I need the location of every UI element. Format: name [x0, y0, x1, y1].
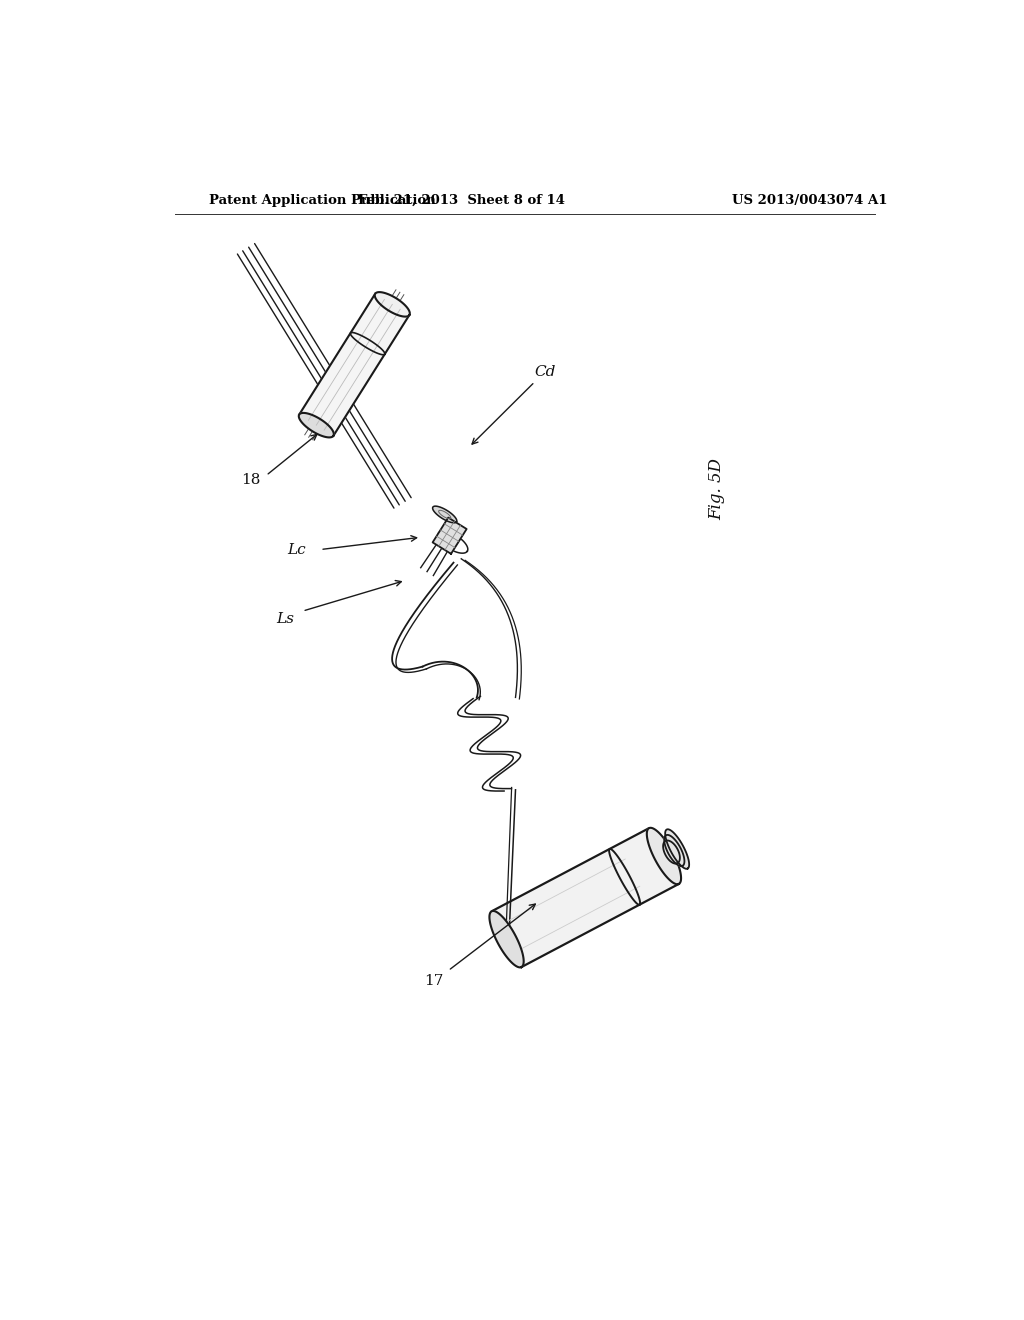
Polygon shape	[299, 294, 410, 436]
Text: US 2013/0043074 A1: US 2013/0043074 A1	[732, 194, 888, 207]
Polygon shape	[299, 413, 334, 437]
Text: 17: 17	[424, 974, 443, 987]
Polygon shape	[492, 828, 679, 968]
Polygon shape	[375, 292, 410, 317]
Polygon shape	[489, 911, 523, 968]
Text: Fig. 5D: Fig. 5D	[709, 458, 725, 520]
Polygon shape	[664, 841, 680, 863]
Polygon shape	[647, 828, 681, 884]
Text: Patent Application Publication: Patent Application Publication	[209, 194, 436, 207]
Text: Feb. 21, 2013  Sheet 8 of 14: Feb. 21, 2013 Sheet 8 of 14	[357, 194, 565, 207]
Polygon shape	[432, 506, 457, 523]
Text: Lc: Lc	[288, 543, 306, 557]
Text: Ls: Ls	[276, 612, 294, 626]
Polygon shape	[432, 517, 467, 554]
Polygon shape	[665, 836, 684, 866]
Text: 18: 18	[241, 474, 260, 487]
Polygon shape	[666, 829, 689, 869]
Text: Cd: Cd	[535, 366, 556, 379]
